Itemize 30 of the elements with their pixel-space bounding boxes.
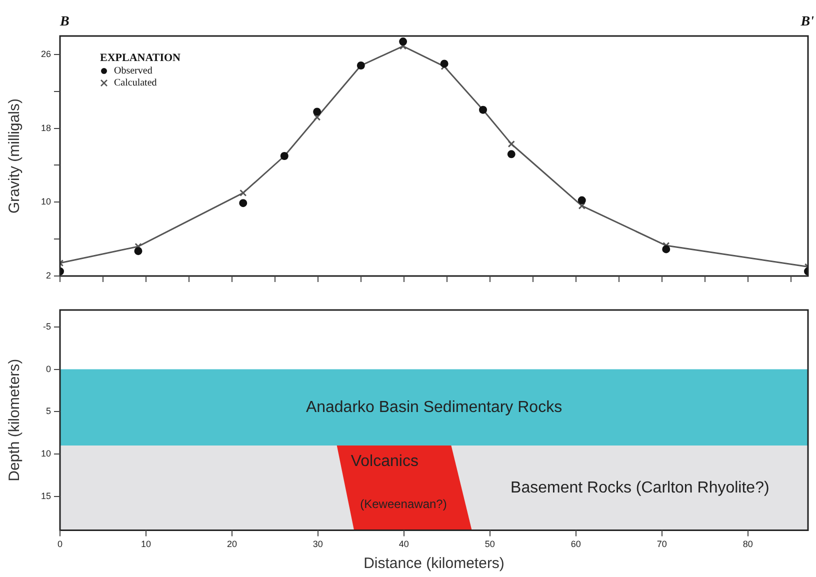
- y-tick-label: 18: [40, 122, 51, 133]
- series-label: Volcanics: [350, 452, 418, 470]
- x-tick-label: 70: [656, 539, 667, 550]
- y-tick-label: 5: [46, 406, 51, 416]
- x-axis-title: Distance (kilometers): [364, 555, 504, 572]
- y-tick-label: 10: [40, 448, 51, 458]
- legend-label: Observed: [114, 66, 152, 77]
- y-tick-label: 15: [40, 490, 51, 501]
- y-tick-label: 26: [40, 48, 51, 59]
- text: B: [59, 14, 70, 30]
- y-tick-label: 2: [46, 270, 51, 280]
- x-tick-label: 0: [57, 539, 63, 550]
- band-label: Basement Rocks (Carlton Rhyolite?): [510, 479, 770, 496]
- y-axis-title: Depth (kilometers): [6, 358, 24, 482]
- x-tick-label: 10: [140, 539, 151, 550]
- legend-title: EXPLANATION: [100, 52, 181, 64]
- legend-label: Calculated: [114, 78, 157, 89]
- annotation: (Keweenawan?): [360, 497, 447, 512]
- x-tick-label: 80: [742, 539, 753, 550]
- x-tick-label: 40: [398, 539, 409, 550]
- x-tick-label: 20: [226, 539, 237, 550]
- y-tick-label: 0: [46, 364, 51, 374]
- x-tick-label: 30: [312, 539, 323, 550]
- text: B': [800, 14, 814, 30]
- y-tick-label: -5: [42, 321, 51, 332]
- band-label: Anadarko Basin Sedimentary Rocks: [306, 398, 562, 416]
- x-tick-label: 50: [484, 539, 495, 550]
- x-tick-label: 60: [570, 539, 581, 550]
- y-tick-label: 10: [40, 196, 51, 207]
- y-axis-title: Gravity (milligals): [6, 98, 24, 214]
